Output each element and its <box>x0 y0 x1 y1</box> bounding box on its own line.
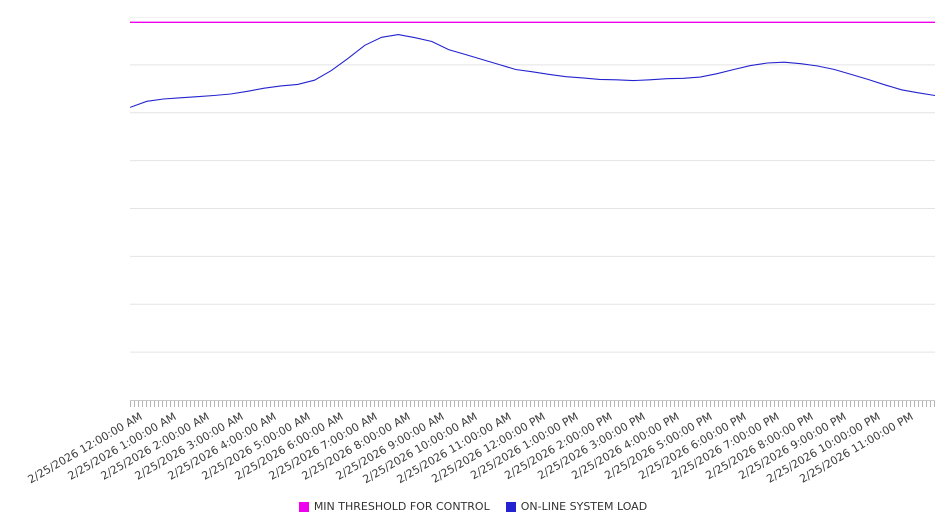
x-axis-tick-strip <box>130 401 935 407</box>
x-axis-labels: 2/25/2026 12:00:00 AM 2/25/2026 1:00:00 A… <box>0 408 946 496</box>
plot-svg <box>130 17 935 353</box>
legend-label-1: ON-LINE SYSTEM LOAD <box>520 500 648 513</box>
legend-label-0: MIN THRESHOLD FOR CONTROL <box>313 500 490 513</box>
plot-area <box>130 17 935 401</box>
legend-item-1[interactable]: ON-LINE SYSTEM LOAD <box>505 500 648 513</box>
legend-swatch-0 <box>298 501 309 512</box>
legend-item-0[interactable]: MIN THRESHOLD FOR CONTROL <box>298 500 490 513</box>
series-line-1 <box>130 34 935 108</box>
legend-swatch-1 <box>505 501 516 512</box>
chart-legend: MIN THRESHOLD FOR CONTROL ON-LINE SYSTEM … <box>0 500 946 513</box>
